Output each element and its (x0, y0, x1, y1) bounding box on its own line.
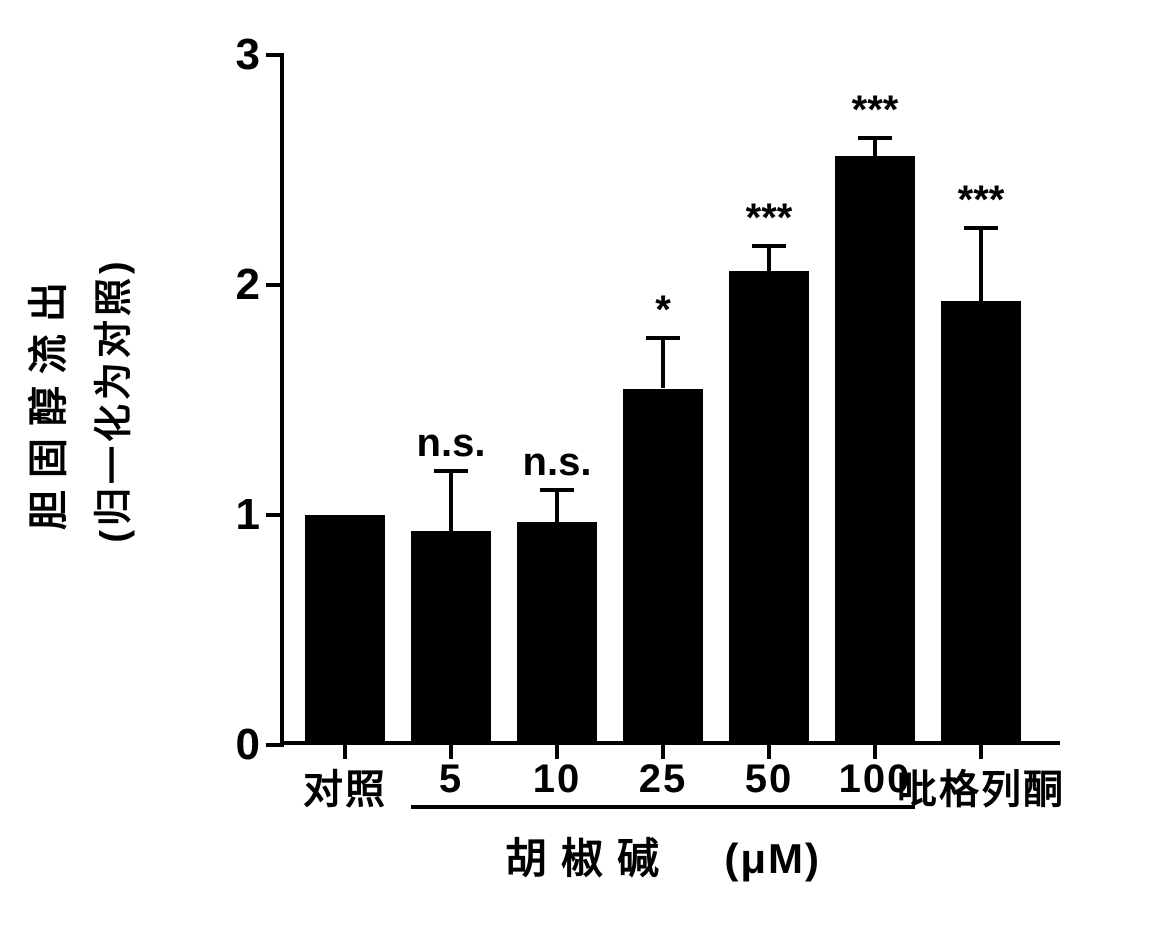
significance-label: *** (746, 196, 793, 241)
bar (729, 271, 809, 741)
group-unit: (μM) (724, 835, 821, 882)
bar (623, 389, 703, 742)
y-tick-label: 0 (236, 720, 260, 770)
group-label: 胡椒碱 (μM) (505, 825, 821, 886)
bar (941, 301, 1021, 741)
error-cap (964, 226, 998, 230)
y-tick-label: 2 (236, 260, 260, 310)
significance-label: *** (852, 88, 899, 133)
y-axis-title: 胆固醇流出 (16, 270, 74, 530)
significance-label: * (655, 288, 671, 333)
error-cap (434, 469, 468, 473)
y-axis-subtitle: (归一化为对照) (83, 257, 138, 542)
x-tick-label: 5 (439, 757, 463, 802)
y-tick (266, 283, 284, 287)
y-tick-label: 3 (236, 30, 260, 80)
bar (835, 156, 915, 741)
significance-label: *** (958, 178, 1005, 223)
bar (517, 522, 597, 741)
x-tick-label: 吡格列酮 (897, 757, 1065, 815)
error-cap (752, 244, 786, 248)
error-bar (979, 228, 983, 302)
x-tick-label: 对照 (303, 757, 387, 815)
y-tick (266, 53, 284, 57)
plot-area: 0123 n.s.n.s.********** 对照5102550100吡格列酮 (280, 55, 1060, 745)
bar (411, 531, 491, 741)
significance-label: n.s. (523, 440, 592, 485)
error-cap (646, 336, 680, 340)
error-cap (540, 488, 574, 492)
group-name: 胡椒碱 (505, 835, 673, 882)
significance-label: n.s. (417, 421, 486, 466)
x-tick-label: 50 (745, 757, 794, 802)
y-tick (266, 513, 284, 517)
error-bar (449, 471, 453, 531)
x-axis (280, 741, 1060, 745)
x-tick-label: 10 (533, 757, 582, 802)
x-tick-label: 25 (639, 757, 688, 802)
bar-chart: 0123 n.s.n.s.********** 对照5102550100吡格列酮… (80, 30, 1080, 900)
error-bar (661, 338, 665, 389)
y-tick (266, 743, 284, 747)
y-axis (280, 55, 284, 745)
bar (305, 515, 385, 741)
group-bracket (411, 805, 915, 809)
error-bar (873, 138, 877, 156)
error-cap (858, 136, 892, 140)
error-bar (555, 490, 559, 522)
error-bar (767, 246, 771, 271)
y-tick-label: 1 (236, 490, 260, 540)
